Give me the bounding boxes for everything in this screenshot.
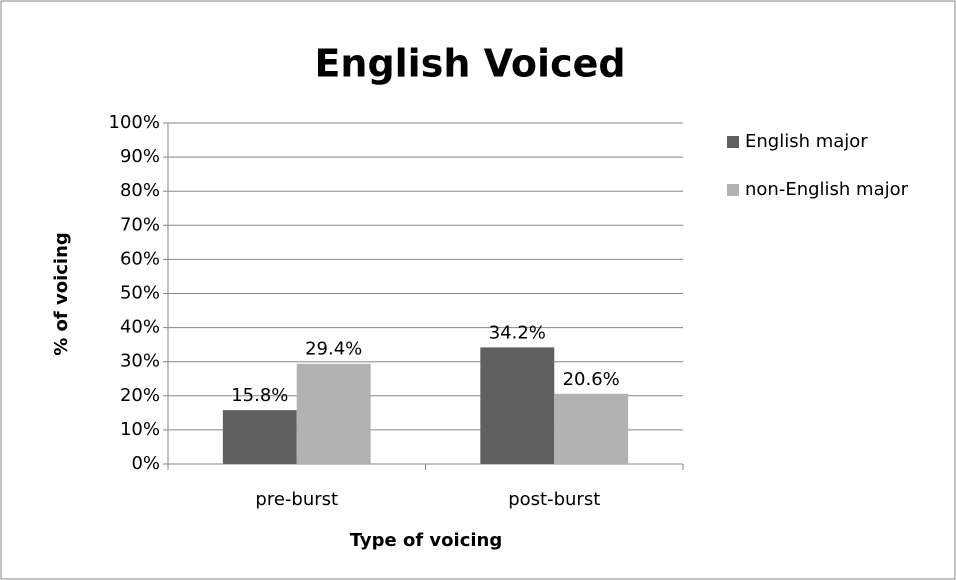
bar: [480, 347, 555, 464]
y-tick-label: 20%: [120, 385, 160, 406]
y-tick-label: 0%: [131, 453, 160, 474]
legend-swatch: [727, 184, 739, 196]
legend-label: non-English major: [745, 179, 909, 200]
legend-label: English major: [745, 131, 868, 152]
data-label: 29.4%: [305, 339, 362, 360]
y-tick-label: 60%: [120, 248, 160, 269]
y-tick-label: 40%: [120, 317, 160, 338]
legend-swatch: [727, 136, 739, 148]
data-label: 34.2%: [489, 322, 546, 343]
y-tick-label: 10%: [120, 419, 160, 440]
bar: [222, 410, 297, 464]
chart-title: English Voiced: [314, 42, 625, 86]
x-axis-label: Type of voicing: [350, 530, 503, 551]
y-tick-label: 30%: [120, 351, 160, 372]
y-tick-label: 50%: [120, 283, 160, 304]
bar: [296, 363, 371, 464]
y-tick-label: 90%: [120, 146, 160, 167]
data-label: 20.6%: [563, 369, 620, 390]
data-label: 15.8%: [231, 385, 288, 406]
y-axis-label: % of voicing: [51, 232, 72, 356]
bar: [554, 393, 629, 464]
x-tick-label: post-burst: [508, 489, 600, 510]
y-tick-label: 70%: [120, 214, 160, 235]
x-tick-label: pre-burst: [255, 489, 338, 510]
y-tick-label: 80%: [120, 180, 160, 201]
y-tick-label: 100%: [109, 112, 160, 133]
